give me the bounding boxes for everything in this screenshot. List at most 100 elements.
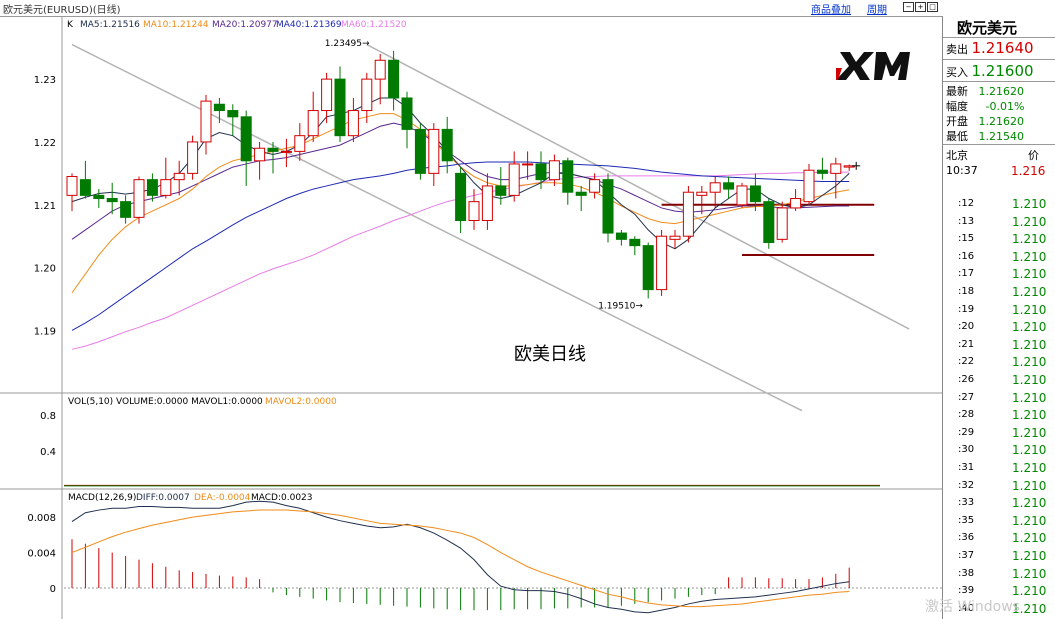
tick-row: :30 1.210 [946,441,1055,458]
candle [776,201,788,243]
candle [388,50,400,111]
candle-body [294,135,306,152]
candle [495,167,507,205]
tick-row: :22 1.210 [946,353,1055,370]
candle-body [133,179,145,218]
candle-body [522,163,534,166]
price-tick-label: 1.21 [34,201,56,212]
candle [307,91,319,142]
candle [200,94,212,155]
candle-body [414,128,426,174]
candle-body [481,185,493,221]
candle [843,164,855,171]
quote-panel: 欧元美元 卖出 1.21640 买入 1.21600 最新 1.21620 幅度… [942,16,1055,619]
tick-time: :38 [958,567,975,579]
candle-body [146,179,158,196]
tick-time: :26 [958,374,975,385]
tick-price: 1.210 [1012,355,1047,370]
candle-body [428,128,440,174]
tick-row: :17 1.210 [946,265,1055,282]
candle-body [388,59,400,99]
candle [656,229,668,296]
candle [227,104,239,136]
candle-body [816,169,828,174]
candle [146,173,158,202]
candle-body [830,163,842,174]
chart-area: K MA5:1.21516 MA10:1.21244 MA20:1.20977 … [0,17,942,619]
tick-row: :19 1.210 [946,301,1055,318]
candle [803,163,815,205]
tick-time: :15 [958,233,975,245]
tick-row: :13 1.210 [946,213,1055,230]
change-label: 幅度 [946,100,968,113]
quote-symbol-name: 欧元美元 [957,19,1018,37]
tick-header: 北京 价 [946,147,1039,163]
period-link[interactable]: 周期 [867,5,887,16]
candle-body [160,179,172,196]
macd-dea-line [71,509,850,608]
open-price: 1.21620 [978,115,1025,128]
candle [508,151,520,202]
change-value: -0.01% [985,100,1025,113]
tick-price: 1.210 [1012,461,1047,475]
volume-panel: 0.4 0.8 [40,411,880,487]
zoom-in-icon[interactable]: + [915,2,926,12]
candle-body [254,147,266,162]
candle-body [79,179,91,196]
tick-time: :18 [958,286,975,297]
change-row: 幅度 -0.01% [946,98,1024,114]
tick-row: :31 1.210 [946,459,1055,476]
ma10-label: MA10:1.21244 [143,20,209,30]
tick-price: 1.210 [1012,232,1047,247]
candle [830,157,842,199]
candle-body [803,169,815,203]
macd-value-label: MACD:0.0023 [251,493,313,503]
tick-price: 1.210 [1012,214,1047,229]
tick-price: 1.210 [1012,584,1047,599]
tick-price: 1.210 [1012,425,1047,440]
candle [401,91,413,149]
tick-row: :36 1.210 [946,529,1055,546]
tick-row: :12 1.210 [946,195,1055,212]
macd-tick-label: 0.004 [27,549,56,560]
candle [682,185,694,243]
macd-dea-label: DEA:-0.0004 [194,493,251,503]
zoom-out-icon[interactable]: − [903,2,914,12]
candle [816,157,828,180]
price-tick-label: 1.23 [34,75,56,86]
candle-body [93,194,105,200]
restore-icon[interactable]: □ [927,2,938,12]
chart-annotation: 欧美日线 [514,344,586,365]
candle [160,157,172,199]
tick-price: 1.210 [1012,337,1047,352]
low-price-label: 1.19510→ [598,301,643,311]
candle [173,160,185,196]
tick-time: :31 [958,462,975,473]
candle [602,173,614,243]
tick-current-price: 1.216 [1011,164,1046,178]
sell-row: 卖出 1.21640 [946,39,1034,57]
candle [481,173,493,230]
candle-body [66,176,78,196]
candle-body [776,207,788,240]
tick-price: 1.210 [1012,513,1047,528]
tick-row: :21 1.210 [946,336,1055,353]
open-label: 开盘 [946,115,968,128]
volume-tick-label: 0.8 [40,411,56,422]
tick-time: :30 [958,444,975,456]
tick-row: :33 1.210 [946,494,1055,511]
candle-body [173,172,185,181]
macd-tick-label: 0 [50,584,56,595]
candle [575,185,587,212]
candle-body [455,172,467,221]
candle-body [307,110,319,137]
price-tick-label: 1.20 [34,264,56,275]
overlay-link[interactable]: 商品叠加 [811,5,851,16]
tick-price: 1.210 [1012,478,1047,493]
candle [709,176,721,208]
candle [294,123,306,161]
macd-panel: 0 0.004 0.008 [27,500,942,614]
candle-body [200,100,212,143]
candle [361,72,373,124]
candle-body [508,163,520,196]
